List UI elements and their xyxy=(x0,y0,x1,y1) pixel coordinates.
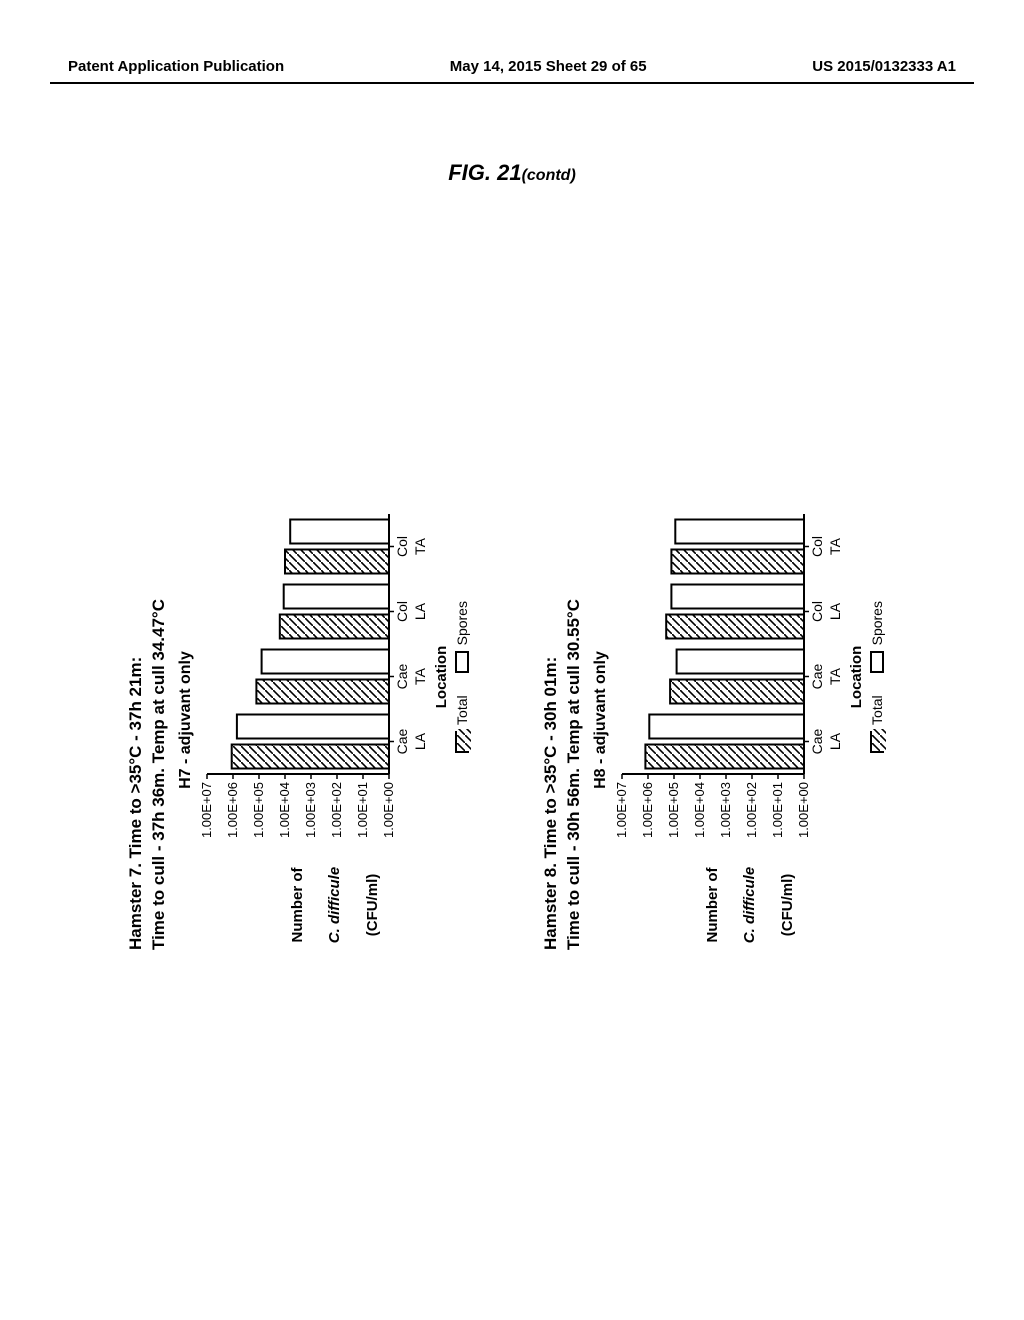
bar-chart: 1.00E+07 1.00E+06 1.00E+05 1.00E+04 1.00E+03… xyxy=(201,504,435,850)
bar-total xyxy=(671,550,804,574)
chart-and-axes: 1.00E+07 1.00E+06 1.00E+05 1.00E+04 1.00E+03… xyxy=(616,504,885,850)
y-tick-label: 1.00E+07 xyxy=(201,782,214,838)
panel-header: Hamster 7. Time to >35°C - 37h 21m: Time… xyxy=(125,490,171,950)
y-tick-label: 1.00E+02 xyxy=(744,782,759,838)
chart-and-axes: 1.00E+07 1.00E+06 1.00E+05 1.00E+04 1.00E+03… xyxy=(201,504,470,850)
y-axis-title: Number of C. difficule (CFU/ml) xyxy=(685,860,816,950)
legend-swatch-total xyxy=(455,731,469,753)
bar-spores xyxy=(671,585,804,609)
header-right: US 2015/0132333 A1 xyxy=(812,58,956,75)
bar-spores xyxy=(675,520,804,544)
legend-label-total: Total xyxy=(454,695,470,725)
x-axis-title: Location xyxy=(433,504,450,850)
legend-label-spores: Spores xyxy=(869,601,885,645)
x-cat-bottom: LA xyxy=(412,602,428,620)
y-tick-label: 1.00E+07 xyxy=(616,782,629,838)
x-cat-top: Cae xyxy=(809,663,825,689)
legend-label-spores: Spores xyxy=(454,601,470,645)
header-rule xyxy=(50,82,974,84)
x-cat-bottom: LA xyxy=(827,732,843,750)
legend-swatch-total xyxy=(870,731,884,753)
panel-header-line2: Time to cull - 30h 56m. Temp at cull 30.… xyxy=(563,490,586,950)
y-tick-label: 1.00E+06 xyxy=(225,782,240,838)
bar-spores xyxy=(290,520,389,544)
y-axis-title: Number of C. difficule (CFU/ml) xyxy=(270,860,401,950)
x-cat-top: Col xyxy=(809,536,825,557)
legend: Total Spores xyxy=(869,504,885,850)
x-cat-top: Col xyxy=(394,536,410,557)
x-cat-bottom: LA xyxy=(827,602,843,620)
bar-total xyxy=(256,680,389,704)
panel-header-line1: Hamster 8. Time to >35°C - 30h 01m: xyxy=(540,490,563,950)
panel-H8: Hamster 8. Time to >35°C - 30h 01m: Time… xyxy=(540,490,885,950)
y-tick-label: 1.00E+04 xyxy=(277,782,292,838)
header-left: Patent Application Publication xyxy=(68,58,284,75)
y-tick-label: 1.00E+01 xyxy=(355,782,370,838)
y-tick-label: 1.00E+03 xyxy=(718,782,733,838)
chart-wrap: Number of C. difficule (CFU/ml) 1.00E+07… xyxy=(201,490,470,950)
rotated-panel-H8: Hamster 8. Time to >35°C - 30h 01m: Time… xyxy=(540,490,900,950)
y-tick-label: 1.00E+00 xyxy=(381,782,396,838)
bar-spores xyxy=(649,715,804,739)
chart-wrap: Number of C. difficule (CFU/ml) 1.00E+07… xyxy=(616,490,885,950)
panel-header: Hamster 8. Time to >35°C - 30h 01m: Time… xyxy=(540,490,586,950)
chart-title: H8 - adjuvant only xyxy=(592,490,610,950)
y-tick-label: 1.00E+06 xyxy=(640,782,655,838)
bar-spores xyxy=(237,715,389,739)
y-tick-label: 1.00E+04 xyxy=(692,782,707,838)
legend-item-total: Total xyxy=(869,695,885,753)
y-tick-label: 1.00E+02 xyxy=(329,782,344,838)
legend-item-spores: Spores xyxy=(454,601,470,673)
figure-title-sub: (contd) xyxy=(522,167,576,184)
bar-total xyxy=(670,680,804,704)
panel-header-line2: Time to cull - 37h 36m. Temp at cull 34.… xyxy=(148,490,171,950)
x-cat-top: Cae xyxy=(394,728,410,754)
x-cat-top: Col xyxy=(394,601,410,622)
header-center: May 14, 2015 Sheet 29 of 65 xyxy=(450,58,647,75)
chart-title: H7 - adjuvant only xyxy=(177,490,195,950)
rotated-panel-H7: Hamster 7. Time to >35°C - 37h 21m: Time… xyxy=(125,490,485,950)
y-tick-label: 1.00E+03 xyxy=(303,782,318,838)
y-tick-label: 1.00E+00 xyxy=(796,782,811,838)
x-cat-bottom: TA xyxy=(827,537,843,555)
bar-spores xyxy=(676,650,803,674)
bar-total xyxy=(666,615,804,639)
legend-item-spores: Spores xyxy=(869,601,885,673)
legend-swatch-spores xyxy=(455,651,469,673)
x-cat-top: Cae xyxy=(394,663,410,689)
legend-label-total: Total xyxy=(869,695,885,725)
figure-title-main: FIG. 21 xyxy=(448,160,521,185)
y-tick-label: 1.00E+05 xyxy=(666,782,681,838)
figure-title: FIG. 21(contd) xyxy=(0,160,1024,186)
x-cat-bottom: TA xyxy=(412,667,428,685)
legend: Total Spores xyxy=(454,504,470,850)
x-cat-bottom: LA xyxy=(412,732,428,750)
bar-spores xyxy=(261,650,388,674)
bar-total xyxy=(232,745,389,769)
bar-spores xyxy=(284,585,389,609)
page-header: Patent Application Publication May 14, 2… xyxy=(0,58,1024,75)
legend-item-total: Total xyxy=(454,695,470,753)
x-axis-title: Location xyxy=(848,504,865,850)
panel-H7: Hamster 7. Time to >35°C - 37h 21m: Time… xyxy=(125,490,470,950)
x-cat-bottom: TA xyxy=(412,537,428,555)
bar-total xyxy=(645,745,804,769)
x-cat-top: Cae xyxy=(809,728,825,754)
legend-swatch-spores xyxy=(870,651,884,673)
bar-chart: 1.00E+07 1.00E+06 1.00E+05 1.00E+04 1.00E+03… xyxy=(616,504,850,850)
y-tick-label: 1.00E+05 xyxy=(251,782,266,838)
x-cat-top: Col xyxy=(809,601,825,622)
bar-total xyxy=(280,615,389,639)
x-cat-bottom: TA xyxy=(827,667,843,685)
panel-header-line1: Hamster 7. Time to >35°C - 37h 21m: xyxy=(125,490,148,950)
y-tick-label: 1.00E+01 xyxy=(770,782,785,838)
bar-total xyxy=(285,550,389,574)
